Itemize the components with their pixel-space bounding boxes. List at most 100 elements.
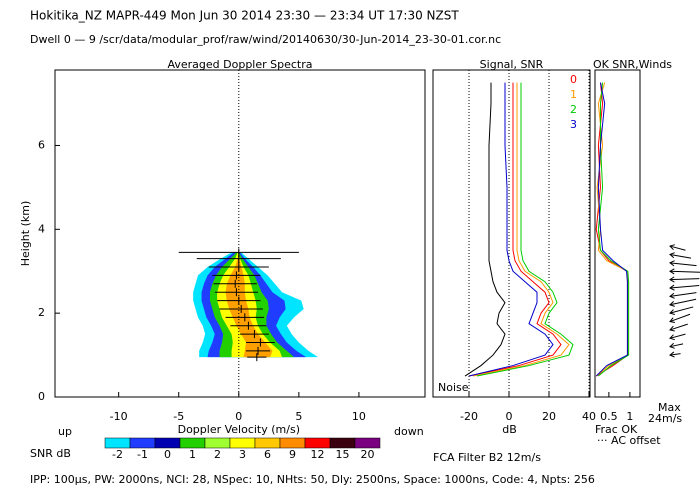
wind-arrow-head — [669, 252, 675, 259]
legend-entry: 2 — [570, 103, 577, 116]
wind-arrow-head — [669, 325, 675, 332]
x-tick-label: -5 — [173, 410, 184, 423]
series-line — [595, 82, 628, 377]
header-subtitle: Dwell 0 — 9 /scr/data/modular_prof/raw/w… — [30, 33, 501, 46]
snr-contour — [225, 252, 273, 358]
y-axis-label: Height (km) — [19, 201, 32, 267]
legend-entry: 0 — [570, 73, 577, 86]
wind-arrow — [669, 245, 686, 251]
wind-arrow-head — [669, 276, 675, 283]
x-tick-label: 40 — [582, 410, 596, 423]
x-tick-label: 0 — [506, 410, 513, 423]
wind-arrow-head — [669, 300, 675, 307]
header-title: Hokitika_NZ MAPR-449 Mon Jun 30 2014 23:… — [30, 9, 459, 23]
wind-arrow — [669, 306, 694, 314]
colorbar-swatch — [279, 437, 306, 449]
colorbar-tick-label: 2 — [214, 448, 221, 461]
panel-title: Averaged Doppler Spectra — [167, 58, 312, 71]
note: ··· AC offset — [597, 434, 661, 447]
colorbar-tick-label: 1 — [189, 448, 196, 461]
wind-arrow-head — [669, 334, 675, 341]
colorbar-swatch — [229, 437, 256, 449]
x-tick-label: 20 — [542, 410, 556, 423]
plot-frame — [54, 69, 426, 398]
wind-arrow — [669, 284, 700, 289]
wind-arrow-head — [669, 317, 676, 323]
wind-arrow — [669, 343, 684, 348]
colorbar-swatch — [304, 437, 331, 449]
wind-arrow — [669, 253, 692, 259]
x-tick-label: -20 — [460, 410, 478, 423]
colorbar-tick-label: -1 — [137, 448, 148, 461]
wind-arrow — [669, 278, 700, 281]
note: FCA Filter B2 12m/s — [433, 451, 541, 464]
wind-arrow-head — [669, 351, 675, 358]
wind-arrow-head — [669, 244, 675, 251]
colorbar-tick-label: -2 — [112, 448, 123, 461]
x-tick-label: 1 — [626, 410, 633, 423]
wind-max-value: 24m/s — [648, 412, 682, 425]
colorbar-tick-label: 12 — [311, 448, 325, 461]
plot-frame — [432, 69, 591, 398]
y-tick-label: 0 — [38, 390, 45, 403]
colorbar-swatch — [329, 437, 356, 449]
up-label: up — [58, 425, 72, 438]
colorbar-tick-label: 6 — [264, 448, 271, 461]
legend-entry: 1 — [570, 88, 577, 101]
colorbar-tick-label: 3 — [239, 448, 246, 461]
wind-arrow-head — [669, 342, 675, 349]
panel-title: OK SNR,Winds — [593, 58, 672, 71]
wind-arrow-head — [669, 268, 675, 275]
colorbar-swatch — [179, 437, 206, 449]
series-line — [476, 82, 574, 377]
y-tick-label: 2 — [38, 306, 45, 319]
wind-arrow — [669, 262, 697, 267]
x-tick-label: 10 — [352, 410, 366, 423]
wind-arrow-head — [669, 284, 675, 291]
colorbar-swatch — [254, 437, 281, 449]
series-line — [468, 82, 554, 377]
x-tick-label: -10 — [110, 410, 128, 423]
x-axis-label: dB — [502, 423, 517, 436]
footer: IPP: 100µs, PW: 2000ns, NCI: 28, NSpec: … — [30, 473, 595, 486]
y-tick-label: 4 — [38, 222, 45, 235]
x-axis-label: Frac OK — [595, 423, 638, 436]
wind-arrow — [669, 270, 700, 273]
wind-max-label: Max — [658, 401, 681, 414]
colorbar-swatch — [129, 437, 156, 449]
colorbar-swatch — [154, 437, 181, 449]
colorbar-label: SNR dB — [30, 447, 71, 460]
series-line — [595, 82, 629, 377]
x-axis-label: Doppler Velocity (m/s) — [178, 423, 300, 436]
panel-title: Signal, SNR — [480, 58, 544, 71]
wind-arrow-head — [669, 292, 675, 299]
y-tick-label: 6 — [38, 138, 45, 151]
down-label: down — [394, 425, 424, 438]
wind-arrow — [669, 292, 697, 297]
series-line — [472, 82, 570, 377]
legend-entry: 3 — [570, 118, 577, 131]
x-tick-label: 5 — [295, 410, 302, 423]
colorbar-tick-label: 0 — [164, 448, 171, 461]
x-tick-label: 0 — [235, 410, 242, 423]
wind-arrow — [669, 353, 681, 356]
colorbar-tick-label: 9 — [289, 448, 296, 461]
colorbar-swatch — [204, 437, 231, 449]
colorbar-swatch — [354, 437, 381, 449]
noise-label: Noise — [438, 381, 469, 394]
colorbar-tick-label: 20 — [361, 448, 375, 461]
wind-arrow — [669, 333, 686, 339]
plot-frame — [594, 69, 641, 398]
series-line — [468, 82, 562, 377]
series-line — [597, 82, 630, 377]
wind-arrow — [669, 313, 691, 323]
wind-arrow-head — [669, 260, 675, 267]
colorbar-swatch — [104, 437, 131, 449]
colorbar-tick-label: 15 — [336, 448, 350, 461]
wind-arrow — [669, 323, 688, 331]
wind-arrow-head — [669, 309, 675, 316]
x-tick-label: 0.5 — [600, 410, 618, 423]
noise-line — [464, 82, 506, 377]
wind-arrow — [669, 298, 697, 306]
